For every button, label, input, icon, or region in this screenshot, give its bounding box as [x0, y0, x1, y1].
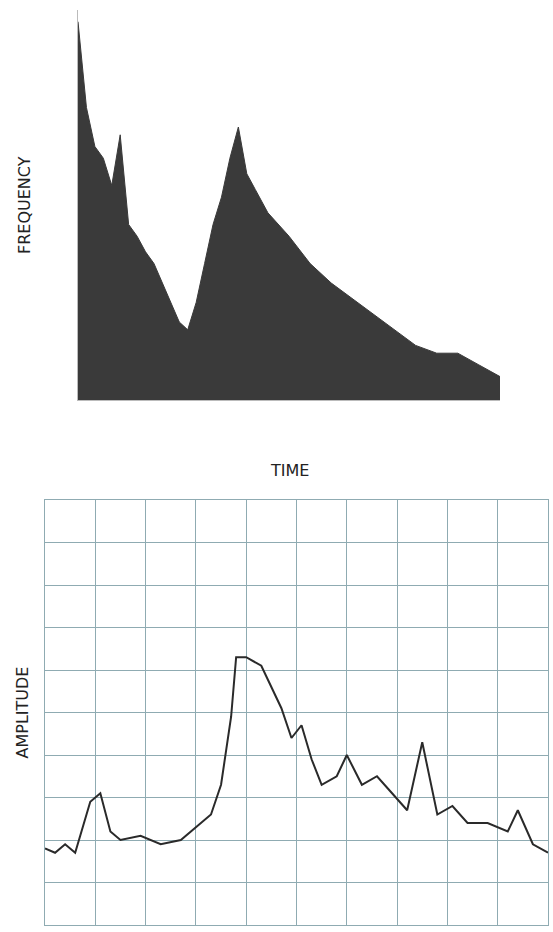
svg-text:AMPLITUDE: AMPLITUDE	[13, 667, 32, 759]
svg-text:FREQUENCY: FREQUENCY	[15, 156, 34, 254]
svg-text:TIME: TIME	[270, 461, 309, 480]
